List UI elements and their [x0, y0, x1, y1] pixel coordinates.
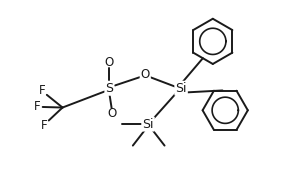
Text: S: S — [105, 82, 113, 95]
Text: O: O — [105, 56, 114, 69]
Text: Si: Si — [175, 82, 187, 95]
Text: F: F — [38, 84, 45, 97]
Text: Si: Si — [142, 118, 154, 131]
Text: O: O — [141, 68, 150, 81]
Text: O: O — [107, 107, 116, 120]
Text: F: F — [34, 101, 40, 113]
Text: F: F — [40, 119, 47, 132]
